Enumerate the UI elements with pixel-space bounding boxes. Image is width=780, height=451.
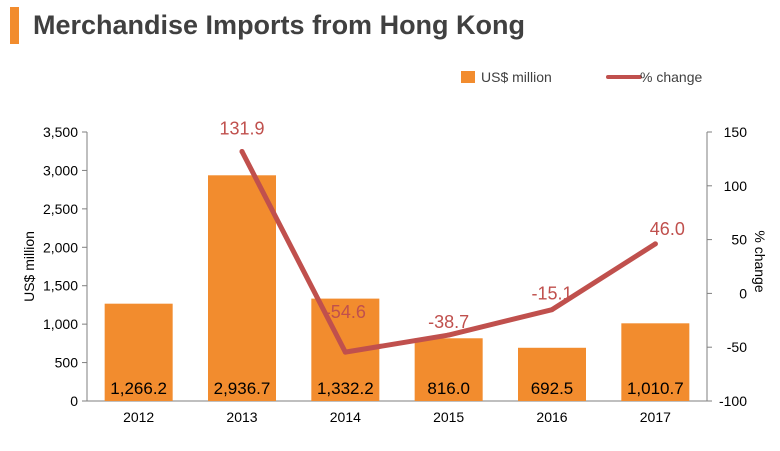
y2-tick-label: 150 — [724, 124, 748, 140]
bar-data-label: 2,936.7 — [214, 379, 271, 398]
bar-data-label: 1,266.2 — [110, 379, 167, 398]
y-tick-label: 3,500 — [43, 124, 78, 140]
line-data-label: 46.0 — [650, 219, 685, 239]
y2-tick-label: 100 — [724, 178, 748, 194]
y2-axis-title: % change — [752, 230, 768, 292]
x-tick-label: 2017 — [640, 409, 671, 425]
chart-title: Merchandise Imports from Hong Kong — [33, 10, 526, 40]
y-tick-label: 2,000 — [43, 239, 78, 255]
y-tick-label: 0 — [70, 393, 78, 409]
y2-tick-label: -100 — [719, 393, 747, 409]
bar-data-label: 692.5 — [531, 379, 574, 398]
y-tick-label: 1,000 — [43, 316, 78, 332]
bar-2017 — [621, 323, 690, 401]
y-tick-label: 1,500 — [43, 278, 78, 294]
x-tick-label: 2014 — [330, 409, 361, 425]
line-data-label: -15.1 — [531, 284, 572, 304]
pct-change-point — [342, 349, 348, 355]
legend-label-line: % change — [640, 69, 702, 85]
x-tick-label: 2015 — [433, 409, 464, 425]
pct-change-point — [652, 241, 658, 247]
x-tick-label: 2016 — [536, 409, 567, 425]
line-data-label: -54.6 — [325, 302, 366, 322]
line-data-label: 131.9 — [219, 118, 264, 138]
x-tick-label: 2013 — [226, 409, 257, 425]
y2-tick-label: -50 — [727, 339, 747, 355]
pct-change-point — [239, 148, 245, 154]
y2-tick-label: 0 — [739, 285, 747, 301]
bar-2015 — [414, 338, 483, 401]
title-accent-bar — [10, 7, 19, 44]
bar-2016 — [518, 347, 586, 401]
bar-data-label: 1,332.2 — [317, 379, 374, 398]
y2-tick-label: 50 — [731, 232, 747, 248]
line-data-label: -38.7 — [428, 312, 469, 332]
x-tick-label: 2012 — [123, 409, 154, 425]
y-tick-label: 3,000 — [43, 162, 78, 178]
pct-change-point — [446, 332, 452, 338]
legend-swatch-bars — [461, 71, 475, 83]
bar-data-label: 816.0 — [427, 379, 470, 398]
y-axis-title: US$ million — [21, 231, 37, 302]
legend-label-bars: US$ million — [481, 69, 552, 85]
bar-2013 — [208, 175, 276, 401]
bar-2012 — [104, 303, 173, 401]
pct-change-point — [549, 307, 555, 313]
y-tick-label: 2,500 — [43, 201, 78, 217]
bar-data-label: 1,010.7 — [627, 379, 684, 398]
y-tick-label: 500 — [55, 355, 79, 371]
